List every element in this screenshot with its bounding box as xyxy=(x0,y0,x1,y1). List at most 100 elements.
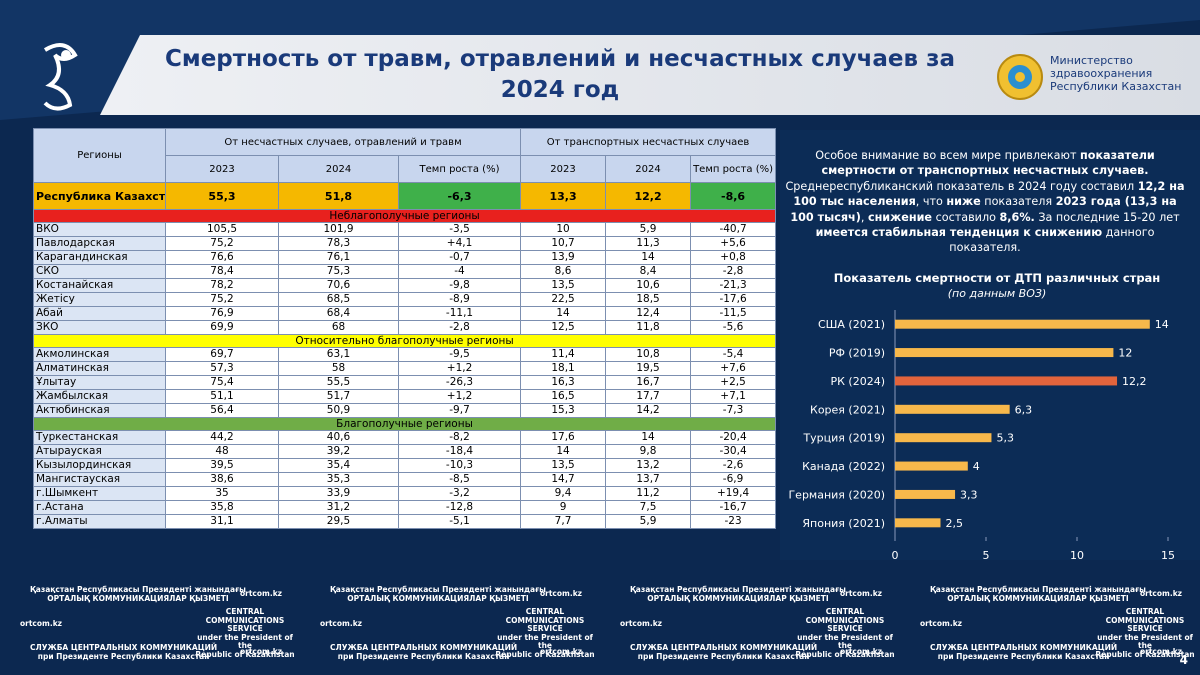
cell: 31,1 xyxy=(165,514,279,529)
cell: 48 xyxy=(165,444,279,459)
cell: 76,1 xyxy=(278,250,399,265)
cell: 9,4 xyxy=(520,486,607,501)
category-label: РК (2024) xyxy=(830,375,885,388)
cell: 13,5 xyxy=(520,458,607,473)
region: СКО xyxy=(33,264,166,279)
section-row: Относительно благополучные регионы xyxy=(32,334,777,348)
cell: 7,7 xyxy=(520,514,607,529)
footer-text: СЛУЖБА ЦЕНТРАЛЬНЫХ КОММУНИКАЦИЙ при Прези… xyxy=(630,643,817,661)
x-tick-label: 15 xyxy=(1161,549,1175,562)
cell: 75,2 xyxy=(165,292,279,307)
footer: Қазақстан Республикасы Президенті жанынд… xyxy=(0,578,1200,675)
cell: -7,3 xyxy=(690,403,777,418)
bar xyxy=(895,376,1118,386)
section-row: Неблагополучные регионы xyxy=(32,209,777,223)
cell: -11,1 xyxy=(397,306,522,321)
footer-line: ortcom.kz xyxy=(620,619,663,628)
bar xyxy=(895,433,992,443)
cell: 10 xyxy=(520,222,607,237)
footer-text: СЛУЖБА ЦЕНТРАЛЬНЫХ КОММУНИКАЦИЙ при Прези… xyxy=(930,643,1117,661)
ministry: Министерство здравоохранения Республики … xyxy=(1050,54,1182,93)
cell: -4 xyxy=(397,264,522,279)
cell: 13,5 xyxy=(520,278,607,293)
cell: 14 xyxy=(520,306,607,321)
footer-text: ortcom.kz xyxy=(540,647,582,657)
title: Смертность от травм, отравлений и несчас… xyxy=(165,46,955,103)
cell: 33,9 xyxy=(278,486,399,501)
sub-header: 2023 xyxy=(520,155,607,183)
cell: 78,4 xyxy=(165,264,279,279)
section-title: Неблагополучные регионы xyxy=(32,209,777,223)
cell: 15,3 xyxy=(520,403,607,418)
cell: 13,7 xyxy=(605,472,692,487)
cell: +0,8 xyxy=(690,250,777,265)
cell: -3,2 xyxy=(397,486,522,501)
cell: -0,7 xyxy=(397,250,522,265)
footer-text: ortcom.kz xyxy=(240,589,283,599)
section-row: Благополучные регионы xyxy=(32,417,777,431)
cell: 51,8 xyxy=(278,182,399,210)
value-label: 12,2 xyxy=(1122,375,1147,388)
cell: -8,9 xyxy=(397,292,522,307)
footer-text: СЛУЖБА ЦЕНТРАЛЬНЫХ КОММУНИКАЦИЙ при Прези… xyxy=(30,643,217,661)
cell: Республика Казахстан xyxy=(33,182,166,210)
chart-subtitle: (по данным ВОЗ) xyxy=(948,287,1046,300)
footer-line: ortcom.kz xyxy=(320,619,363,628)
cell: 105,5 xyxy=(165,222,279,237)
value-label: 14 xyxy=(1155,318,1169,331)
cell: -12,8 xyxy=(397,500,522,515)
cell: 11,3 xyxy=(605,236,692,251)
cell: 51,7 xyxy=(278,389,399,404)
footer-line: при Президенте Республики Казахстан xyxy=(337,651,510,661)
value-label: 3,3 xyxy=(960,488,978,501)
data-row: Абай 76,9 68,4 -11,1 14 12,4 -11,5 xyxy=(33,306,777,321)
cell: +1,2 xyxy=(397,361,522,376)
data-row: Кызылординская 39,5 35,4 -10,3 13,5 13,2 -2,6 xyxy=(33,458,777,473)
footer-line: CENTRAL COMMUNICATIONS SERVICE xyxy=(205,607,285,633)
footer-text: ortcom.kz xyxy=(620,619,663,629)
data-row: Туркестанская 44,2 40,6 -8,2 17,6 14 -20,4 xyxy=(33,430,777,445)
page-number: 4 xyxy=(1179,653,1188,667)
cell: 13,9 xyxy=(520,250,607,265)
value-label: 12 xyxy=(1118,347,1132,360)
region: Костанайская xyxy=(33,278,166,293)
text-segment: составило xyxy=(932,210,1000,224)
data-row: Костанайская 78,2 70,6 -9,8 13,5 10,6 -21,3 xyxy=(33,278,777,293)
cell: -6,9 xyxy=(690,472,777,487)
cell: +7,1 xyxy=(690,389,777,404)
footer-line: ortcom.kz xyxy=(240,589,283,598)
cell: 10,6 xyxy=(605,278,692,293)
footer-text: ortcom.kz xyxy=(240,647,282,657)
footer-column: Қазақстан Республикасы Президенті жанынд… xyxy=(900,578,1200,675)
x-tick-label: 0 xyxy=(892,549,899,562)
cell: 22,5 xyxy=(520,292,607,307)
cell: 5,9 xyxy=(605,514,692,529)
cell: 16,7 xyxy=(605,375,692,390)
data-row: ЗКО 69,9 68 -2,8 12,5 11,8 -5,6 xyxy=(33,320,777,335)
cell: 75,2 xyxy=(165,236,279,251)
cell: 19,5 xyxy=(605,361,692,376)
cell: +4,1 xyxy=(397,236,522,251)
value-label: 5,3 xyxy=(996,432,1014,445)
text-segment: 8,6%. xyxy=(999,210,1035,224)
footer-line: ortcom.kz xyxy=(1140,589,1183,598)
section-title: Относительно благополучные регионы xyxy=(32,334,777,348)
data-row: Актюбинская 56,4 50,9 -9,7 15,3 14,2 -7,3 xyxy=(33,403,777,418)
cell: -5,6 xyxy=(690,320,777,335)
footer-column: Қазақстан Республикасы Президенті жанынд… xyxy=(0,578,300,675)
cell: 14 xyxy=(520,444,607,459)
footer-line: при Президенте Республики Казахстан xyxy=(637,651,810,661)
sub-header: 2023 xyxy=(165,155,279,183)
footer-line: under the President of the xyxy=(1097,632,1193,650)
cell: 38,6 xyxy=(165,472,279,487)
cell: 39,2 xyxy=(278,444,399,459)
footer-line: Қазақстан Республикасы Президенті жанынд… xyxy=(630,585,846,594)
cell: -20,4 xyxy=(690,430,777,445)
text-segment: , xyxy=(860,210,868,224)
cell: -18,4 xyxy=(397,444,522,459)
region: г.Шымкент xyxy=(33,486,166,501)
value-label: 2,5 xyxy=(946,517,964,530)
cell: 29,5 xyxy=(278,514,399,529)
data-row: г.Алматы 31,1 29,5 -5,1 7,7 5,9 -23 xyxy=(33,514,777,529)
sub-header: Темп роста (%) xyxy=(690,155,777,183)
